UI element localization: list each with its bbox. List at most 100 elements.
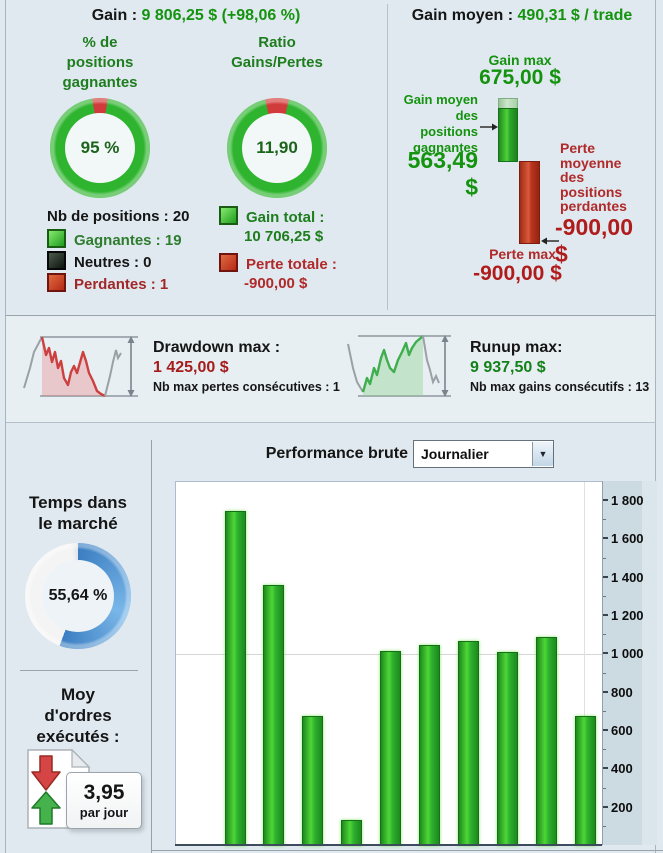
- y-axis-label: 1 600: [611, 531, 644, 547]
- gain-moyen-value: 490,31 $ / trade: [517, 7, 633, 24]
- y-axis-minor-tick: [603, 634, 606, 636]
- avg-gain-bar: [498, 108, 518, 162]
- gain-max-value: 675,00 $: [479, 66, 561, 89]
- perte-totale-swatch: [219, 253, 238, 272]
- orders-unit: par jour: [79, 805, 129, 820]
- perte-totale-label: Perte totale :: [246, 256, 337, 273]
- y-axis-major-tick: [603, 575, 608, 578]
- y-axis-major-tick: [603, 690, 608, 693]
- orders-value: 3,95: [83, 781, 125, 804]
- perte-totale-row: Perte totale :: [219, 253, 337, 273]
- vertical-gridline: [584, 482, 585, 846]
- gain-header-label: Gain :: [91, 7, 138, 24]
- legend-row-perdantes: Perdantes : 1: [47, 273, 182, 295]
- bottom-left-column-separator: [151, 440, 152, 853]
- drawdown-sparkline-icon: [23, 336, 138, 398]
- chart-bar: [380, 651, 402, 846]
- drawdown-value: 1 425,00 $: [153, 359, 229, 376]
- chart-bar: [457, 641, 479, 846]
- legend-row-gagnantes: Gagnantes : 19: [47, 229, 182, 251]
- runup-sub: Nb max gains consécutifs : 13: [470, 380, 650, 394]
- y-axis-major-tick: [603, 805, 608, 808]
- positions-legend: Gagnantes : 19 Neutres : 0 Perdantes : 1: [47, 229, 182, 295]
- avg-win-label: Gain moyen des positions gagnantes: [403, 92, 478, 155]
- y-axis-strip: 200 400 600 800 1 000 1 200 1 400 1 600 1 800: [602, 481, 657, 845]
- y-axis-minor-tick: [603, 787, 606, 789]
- y-axis-major-tick: [603, 767, 608, 770]
- left-column-divider: [20, 670, 138, 671]
- chart-bar: [535, 637, 557, 846]
- orders-title: Moy d'ordres exécutés :: [36, 685, 120, 746]
- gain-total-label: Gain total :: [246, 209, 325, 226]
- band-bottom-border: [6, 422, 656, 423]
- gain-total-row: Gain total :: [219, 206, 337, 226]
- plot-area: [175, 481, 602, 846]
- y-axis-label: 1 000: [611, 646, 644, 662]
- ratio-donut-value: 11,90: [256, 138, 298, 157]
- time-in-market-title: Temps dans le marché: [29, 493, 127, 533]
- chart-bar: [419, 645, 440, 846]
- band-top-border: [6, 315, 656, 316]
- avg-loss-bar: [519, 161, 540, 244]
- y-axis-major-tick: [603, 537, 608, 540]
- period-dropdown-value: Journalier: [421, 446, 489, 462]
- chevron-down-icon: ▼: [538, 449, 548, 459]
- gain-total-value: 10 706,25 $: [244, 228, 324, 245]
- green-legend-swatch: [47, 229, 66, 248]
- period-dropdown-arrow-button[interactable]: ▼: [532, 442, 553, 466]
- chart-bar: [263, 585, 285, 846]
- legend-label: Perdantes : 1: [74, 276, 169, 293]
- drawdown-band-bg: [6, 316, 655, 422]
- time-in-market-value: 55,64 %: [48, 587, 108, 604]
- y-axis-major-tick: [603, 729, 608, 732]
- y-axis-major-tick: [603, 652, 608, 655]
- y-axis-label: 1 400: [611, 569, 644, 585]
- y-axis-minor-tick: [603, 825, 606, 827]
- avg-loss-value: -900,00 $: [555, 214, 634, 267]
- top-panels-separator: [387, 4, 388, 310]
- orders-per-day-box: 3,95 par jour: [66, 772, 142, 829]
- gain-moyen-label: Gain moyen :: [411, 7, 514, 24]
- y-axis-major-tick: [603, 614, 608, 617]
- performance-chart-title: Performance brute: [265, 445, 408, 462]
- drawdown-title: Drawdown max :: [153, 339, 281, 356]
- perte-max-arrow-icon: [541, 237, 559, 245]
- next-panel-top-border: [151, 850, 663, 851]
- y-axis-label: 200: [611, 799, 633, 815]
- y-axis-label: 1 200: [611, 608, 644, 624]
- perte-max-value: -900,00 $: [473, 262, 562, 285]
- legend-label: Neutres : 0: [74, 254, 152, 271]
- y-axis-minor-tick: [603, 595, 606, 597]
- legend-label: Gagnantes : 19: [74, 232, 182, 249]
- avg-win-value: 563,49 $: [407, 147, 478, 200]
- period-dropdown[interactable]: Journalier ▼: [413, 440, 554, 468]
- runup-title: Runup max:: [470, 339, 563, 356]
- y-axis-minor-tick: [603, 672, 606, 674]
- positions-total: Nb de positions : 20: [47, 208, 190, 225]
- ratio-donut-chart: 11,90: [227, 98, 327, 198]
- chart-bar: [574, 716, 596, 846]
- gain-header-value: 9 806,25 $ (+98,06 %): [141, 7, 301, 24]
- ratio-title: Ratio Gains/Pertes: [231, 34, 323, 71]
- drawdown-sub: Nb max pertes consécutives : 1: [153, 380, 340, 394]
- perte-max-label: Perte max: [489, 246, 556, 262]
- avg-loss-label: Perte moyenne des positions perdantes: [560, 140, 627, 214]
- gain-total-swatch: [219, 206, 238, 225]
- y-axis-label: 600: [611, 723, 633, 739]
- chart-bar: [224, 511, 246, 846]
- runup-sparkline-icon: [347, 335, 451, 397]
- runup-value: 9 937,50 $: [470, 359, 546, 376]
- y-axis-minor-tick: [603, 519, 606, 521]
- legend-row-neutres: Neutres : 0: [47, 251, 182, 273]
- black-legend-swatch: [47, 251, 66, 270]
- y-axis-minor-tick: [603, 749, 606, 751]
- winrate-title: % de positions gagnantes: [62, 34, 138, 91]
- avg-win-arrow-icon: [480, 123, 498, 131]
- y-axis-minor-tick: [603, 710, 606, 712]
- winrate-donut-chart: 95 %: [50, 98, 150, 198]
- left-frame-border: [5, 0, 6, 853]
- winrate-donut-value: 95 %: [80, 138, 120, 157]
- chart-bar: [302, 716, 324, 846]
- totals-block: Gain total : 10 706,25 $ Perte totale : …: [219, 206, 337, 292]
- chart-bar: [496, 652, 518, 846]
